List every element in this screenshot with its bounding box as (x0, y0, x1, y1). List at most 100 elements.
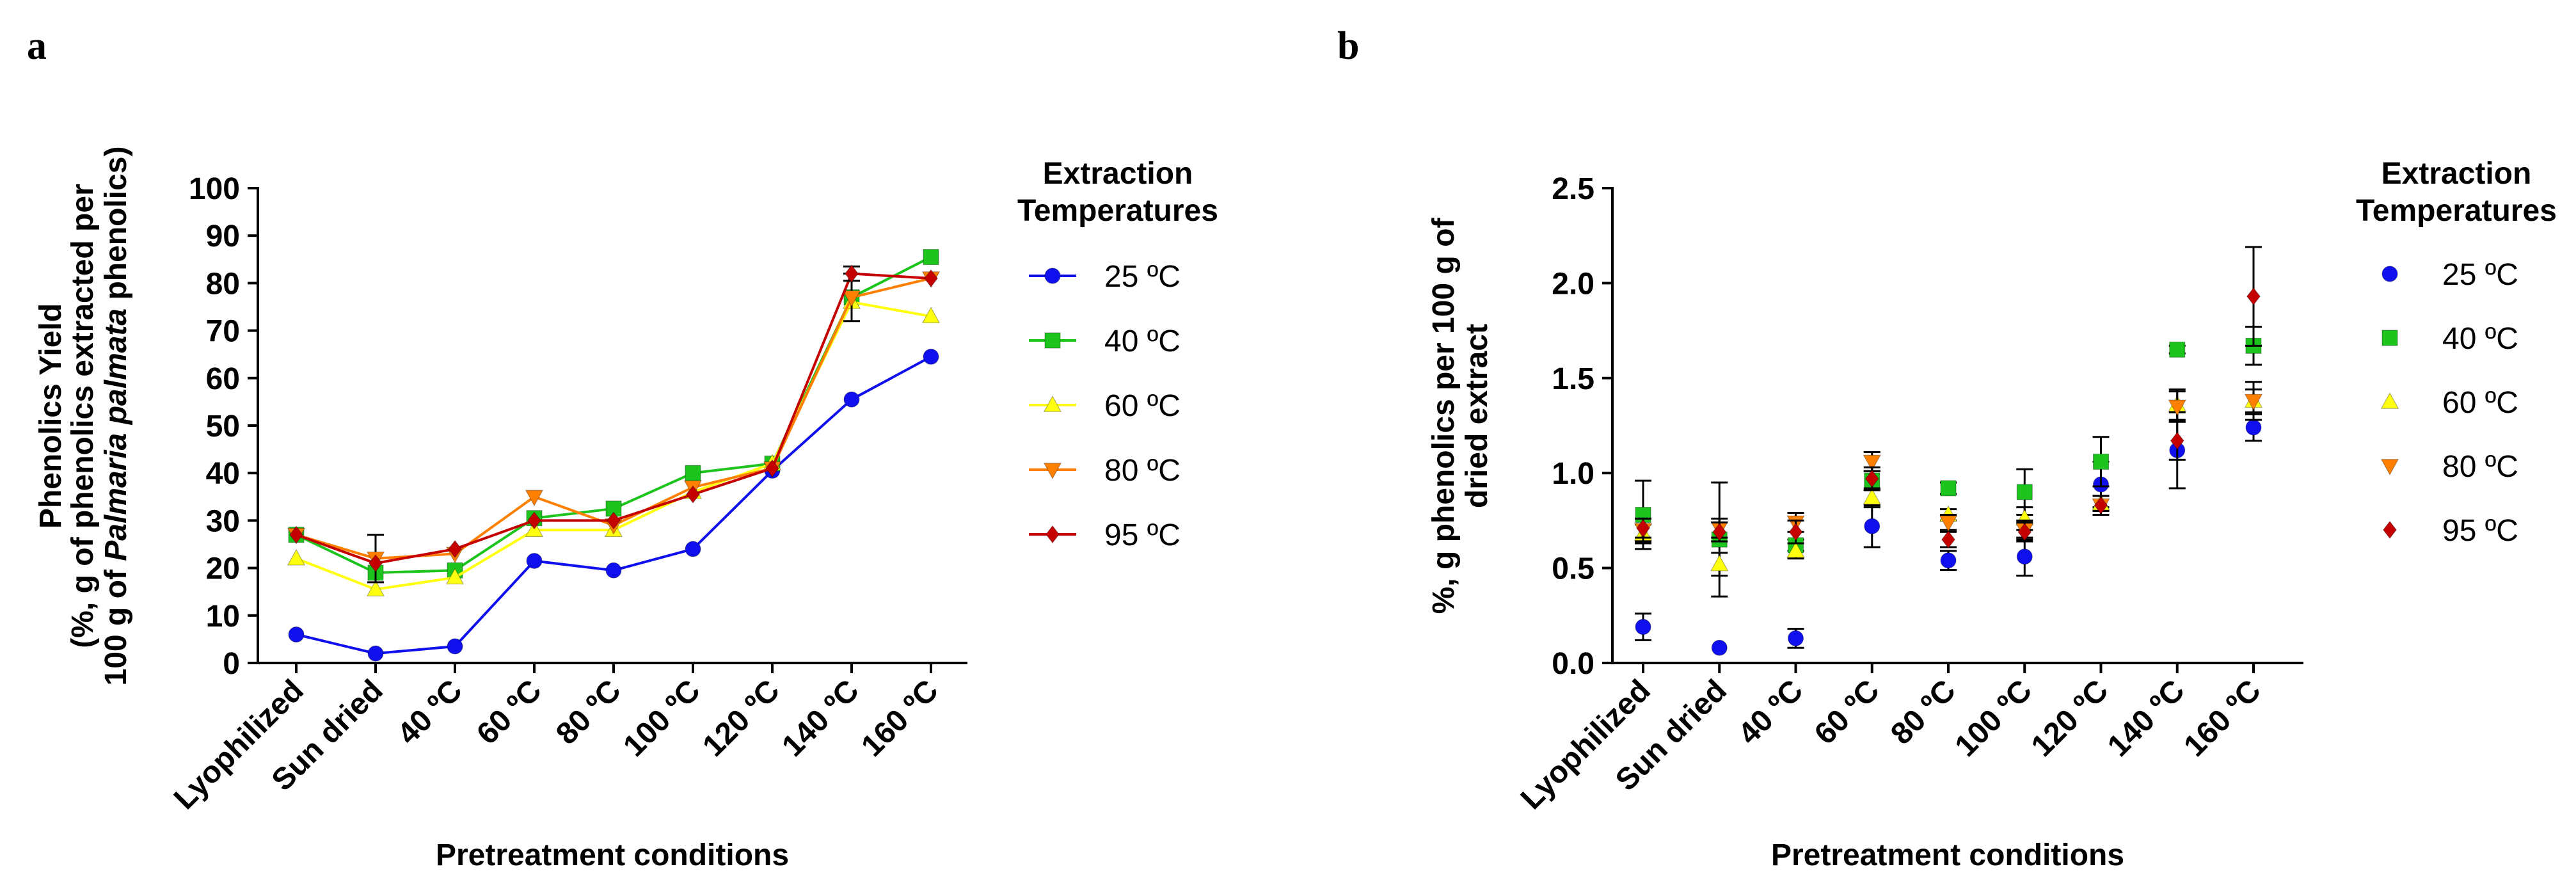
chart-a-ytick-label: 50 (206, 410, 240, 443)
chart-a-data-point (445, 568, 465, 585)
chart-b-data-point (2170, 431, 2184, 450)
chart-a-legend-title: Extraction (1043, 157, 1193, 191)
chart-a-legend-label: 80 ºC (1104, 454, 1181, 488)
chart-a-y-axis-title-line: 100 g of Palmaria palmata phenolics) (99, 147, 133, 686)
chart-b-data-point (1864, 518, 1880, 534)
chart-b-data-point (2245, 419, 2262, 436)
chart-b-data-point (1710, 554, 1729, 571)
chart-a-legend-marker (1044, 332, 1061, 349)
chart-a-data-point (366, 580, 385, 596)
chart-a-legend-title: Temperatures (1017, 194, 1218, 228)
chart-a-data-point (367, 645, 384, 662)
chart-a-xtick-label: 80 ºC (550, 673, 628, 751)
chart-a-data-point (605, 562, 622, 579)
chart-a-series-2 (287, 292, 941, 596)
chart-b-ytick-label: 1.0 (1552, 457, 1594, 491)
panel-label-a: a (27, 24, 47, 68)
chart-b-data-point (2169, 341, 2186, 358)
chart-b-legend-label: 25 ºC (2442, 258, 2518, 292)
chart-b-data-point (1636, 519, 1650, 538)
chart-b-legend-label: 60 ºC (2442, 386, 2518, 420)
chart-b-legend-marker (2381, 330, 2398, 346)
chart-a-data-point (447, 638, 463, 655)
chart-a-data-point (287, 548, 306, 566)
chart-a-ytick-label: 0 (223, 647, 240, 681)
chart-a-ytick-label: 60 (206, 362, 240, 396)
chart-b-data-point (1786, 541, 1805, 558)
chart-a-data-point (921, 307, 941, 324)
chart-a-data-point (765, 459, 779, 477)
chart-a-ytick-label: 40 (206, 457, 240, 491)
chart-b-data-point (2017, 523, 2032, 541)
chart-b-data-point (1635, 619, 1651, 635)
chart-a-data-point (685, 541, 701, 557)
chart-a-data-point (924, 269, 938, 287)
chart-b-xtick-label: 100 ºC (1949, 673, 2039, 763)
chart-b-series-4 (1635, 246, 2262, 549)
chart-a-ytick-label: 30 (206, 504, 240, 538)
chart-b-legend-marker (2381, 266, 2398, 282)
chart-a-data-point (289, 525, 303, 544)
chart-b-xtick-label: 120 ºC (2025, 673, 2115, 763)
chart-a-xtick-label: 100 ºC (617, 673, 706, 763)
panel-label-b: b (1337, 24, 1359, 68)
chart-b-data-point (2094, 496, 2108, 515)
chart-a-ytick-label: 100 (189, 172, 240, 206)
chart-b-data-point (2244, 394, 2263, 411)
chart-a-data-point (845, 264, 859, 283)
chart-a-series-line (296, 300, 932, 591)
chart-b-data-point (1863, 454, 1881, 472)
chart-b-legend-marker (2380, 459, 2399, 475)
chart-a-xtick-label: 160 ºC (855, 673, 944, 763)
chart-a-data-point (448, 539, 462, 558)
chart-b-legend-label: 40 ºC (2442, 322, 2518, 356)
chart-a-data-point (288, 626, 305, 643)
chart-b-data-point (1788, 523, 1803, 541)
chart-a-xtick-label: 140 ºC (775, 673, 865, 763)
chart-b-legend-title: Extraction (2381, 157, 2532, 191)
chart-b-legend-label: 80 ºC (2442, 450, 2518, 484)
chart-b-y-axis-title-line: %, g phenolics per 100 g of (1427, 218, 1461, 614)
chart-b-data-point (2246, 287, 2261, 306)
chart-b-xtick-label: 60 ºC (1808, 673, 1886, 751)
chart-a-legend-marker (1044, 267, 1061, 284)
chart-a-legend-marker (1043, 395, 1062, 412)
chart-a-series-4 (289, 264, 938, 573)
chart-b-y-axis-title-line: dried extract (1460, 324, 1494, 508)
chart-a-legend-label: 60 ºC (1104, 389, 1181, 423)
chart-b-legend-label: 95 ºC (2442, 514, 2518, 548)
chart-b-data-point (1864, 470, 1879, 488)
chart-b-ytick-label: 0.5 (1552, 552, 1594, 586)
chart-b-series-3 (1634, 388, 2263, 543)
chart-a-data-point (843, 391, 860, 408)
chart-a-data-point (369, 554, 383, 573)
chart-a-legend-label: 25 ºC (1104, 260, 1181, 294)
chart-b-legend-marker (2380, 392, 2399, 409)
chart-b-data-point (1941, 531, 1955, 549)
chart-b-data-point (1863, 488, 1881, 505)
chart-a-xtick-label: 40 ºC (391, 673, 469, 751)
chart-b-data-point (1788, 630, 1804, 646)
chart-b-xtick-label: 40 ºC (1732, 673, 1810, 751)
chart-a-xtick-label: 120 ºC (696, 673, 786, 763)
chart-a-ytick-label: 20 (206, 552, 240, 586)
chart-a-x-axis-title: Pretreatment conditions (436, 838, 789, 872)
chart-a-legend-label: 40 ºC (1104, 324, 1181, 358)
chart-a-ytick-label: 90 (206, 220, 240, 253)
chart-b-xtick-label: 140 ºC (2101, 673, 2191, 763)
chart-a-ytick-label: 80 (206, 267, 240, 301)
chart-a-data-point (525, 490, 544, 507)
chart-a-legend-marker (1046, 525, 1060, 544)
chart-a-data-point (685, 465, 701, 481)
chart-b-legend-title: Temperatures (2356, 194, 2557, 228)
chart-a-y-axis-title-line: Phenolics Yield (34, 303, 68, 529)
chart-a-data-point (526, 552, 543, 569)
chart-a-data-point (527, 511, 541, 530)
chart-b-data-point (2093, 453, 2109, 470)
chart-b-x-axis-title: Pretreatment conditions (1771, 838, 2124, 872)
chart-b-data-point (2168, 399, 2186, 417)
chart-a-ytick-label: 70 (206, 315, 240, 349)
chart-b-data-point (1711, 639, 1728, 656)
